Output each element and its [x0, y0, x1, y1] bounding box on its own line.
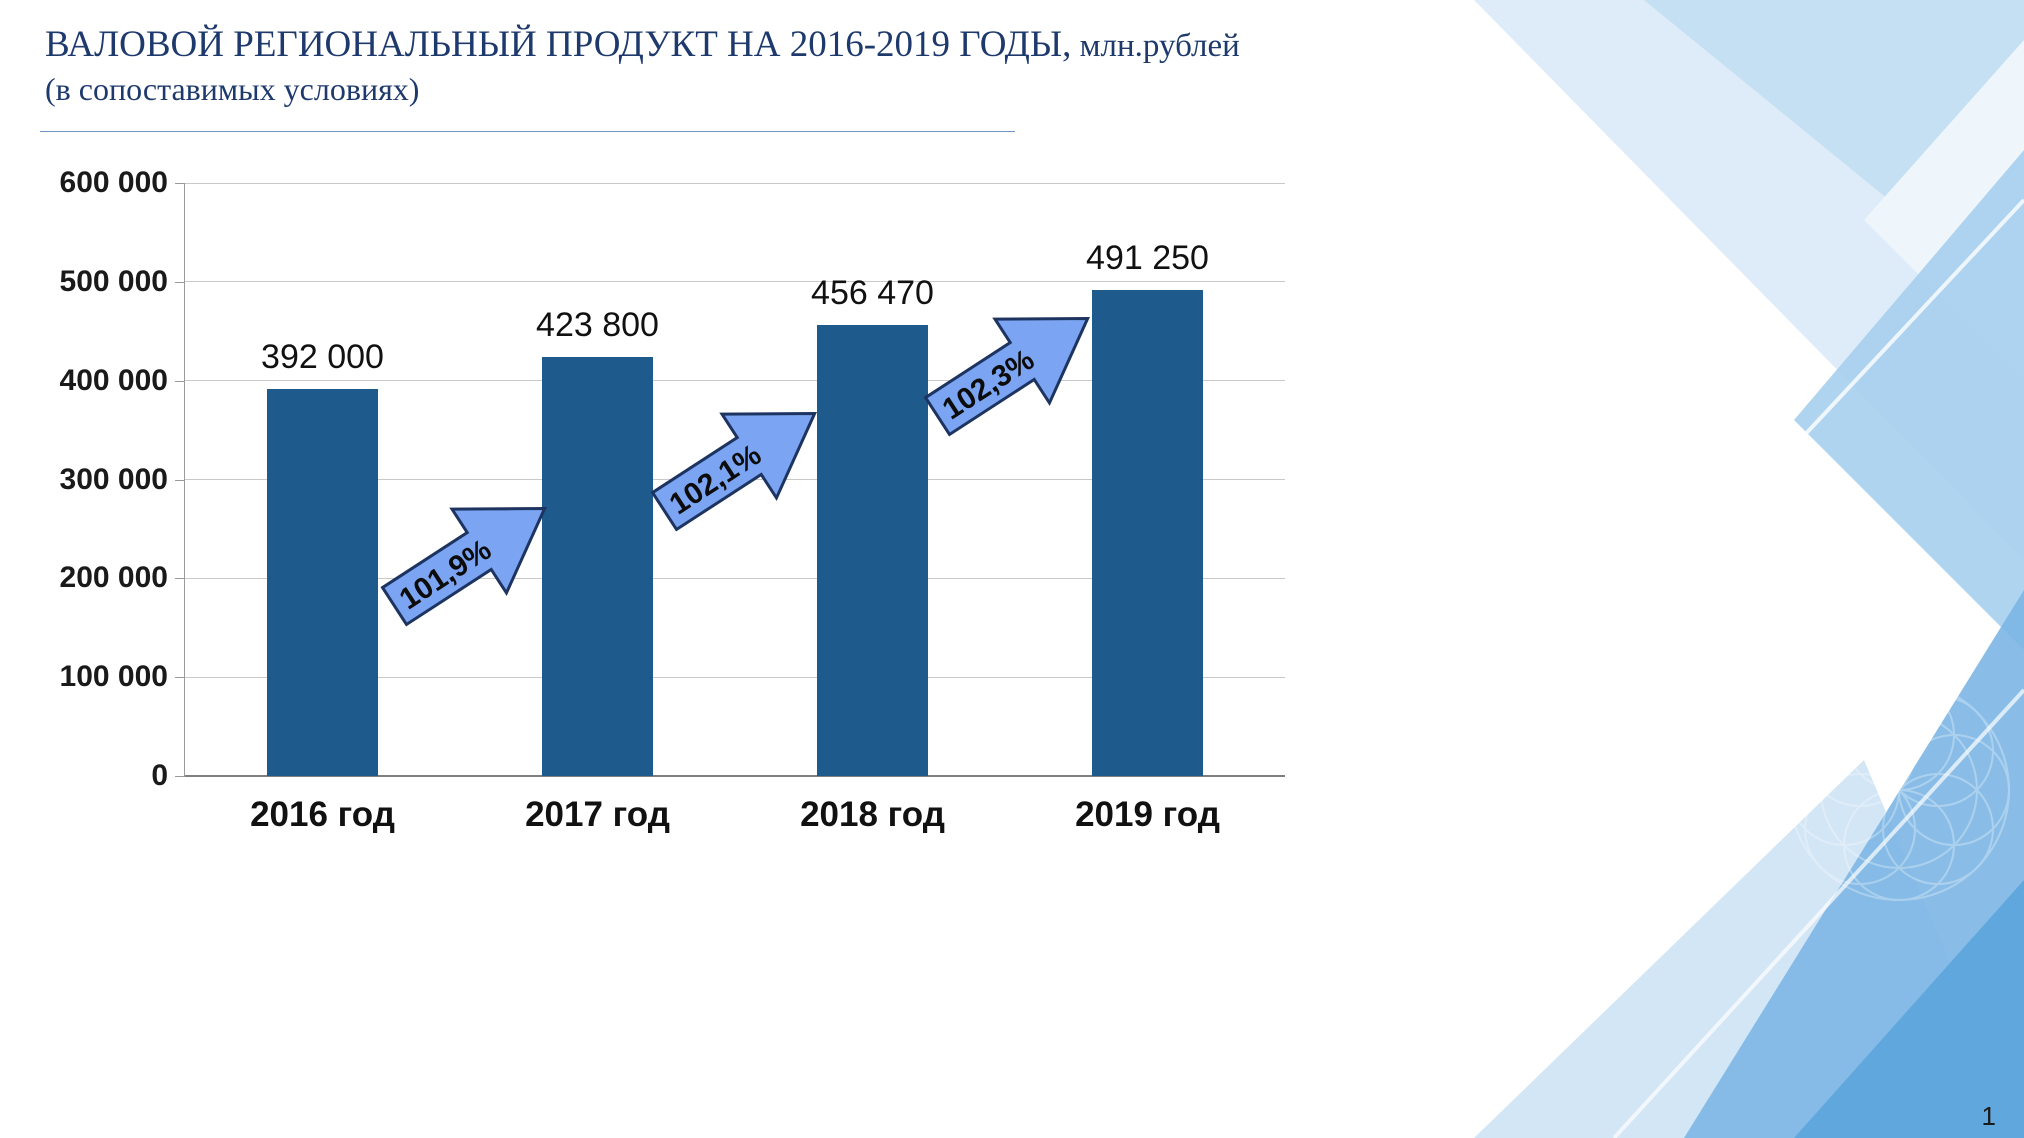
arrow-up-right-icon: 102,1%	[650, 412, 817, 532]
y-axis-tick-label: 100 000	[59, 660, 168, 694]
arrow-up-right-icon: 101,9%	[380, 507, 547, 627]
gridline	[185, 281, 1285, 283]
slide-title: ВАЛОВОЙ РЕГИОНАЛЬНЫЙ ПРОДУКТ НА 2016-201…	[45, 22, 1240, 68]
x-axis-category-label: 2018 год	[800, 795, 945, 834]
growth-arrow: 102,3%	[901, 265, 1126, 469]
bar	[267, 388, 378, 776]
gridline	[185, 182, 1285, 184]
x-axis-line	[185, 775, 1285, 777]
y-axis-tick	[175, 578, 185, 580]
bar-value-label: 423 800	[536, 306, 659, 345]
y-axis-tick	[175, 183, 185, 184]
y-axis-tick	[175, 677, 185, 679]
gridline	[185, 676, 1285, 678]
y-axis-tick-label: 0	[151, 759, 168, 792]
y-axis-tick-label: 500 000	[59, 264, 168, 298]
y-axis-tick-label: 300 000	[59, 462, 168, 496]
gridline	[185, 380, 1285, 382]
bar	[1092, 290, 1203, 776]
bar	[817, 324, 928, 776]
slide-title-main: ВАЛОВОЙ РЕГИОНАЛЬНЫЙ ПРОДУКТ НА 2016-201…	[45, 24, 1072, 65]
slide-title-unit: млн.рублей	[1071, 28, 1240, 64]
y-axis-tick-label: 400 000	[59, 363, 168, 397]
y-axis-tick-label: 600 000	[59, 166, 168, 199]
bar-value-label: 392 000	[261, 337, 384, 376]
growth-arrow: 101,9%	[358, 455, 583, 659]
y-axis-line	[184, 183, 185, 777]
y-axis-tick-label: 200 000	[59, 561, 168, 595]
y-axis-tick	[175, 380, 185, 382]
growth-arrow: 102,1%	[628, 360, 853, 564]
y-axis-tick	[175, 479, 185, 481]
bar	[542, 357, 653, 776]
x-axis-category-label: 2017 год	[525, 795, 670, 834]
x-axis-category-label: 2016 год	[250, 795, 395, 834]
arrow-up-right-icon: 102,3%	[923, 317, 1090, 437]
y-axis-tick	[175, 776, 185, 777]
page-number: 1	[1981, 1101, 1996, 1131]
title-underline	[40, 131, 1015, 132]
x-axis-category-label: 2019 год	[1075, 795, 1220, 834]
gridline	[185, 577, 1285, 579]
y-axis-tick	[175, 281, 185, 283]
slide-subtitle: (в сопоставимых условиях)	[45, 71, 420, 108]
slide-header: ВАЛОВОЙ РЕГИОНАЛЬНЫЙ ПРОДУКТ НА 2016-201…	[45, 22, 1240, 109]
bar-value-label: 456 470	[811, 273, 934, 312]
bar-value-label: 491 250	[1086, 239, 1209, 278]
